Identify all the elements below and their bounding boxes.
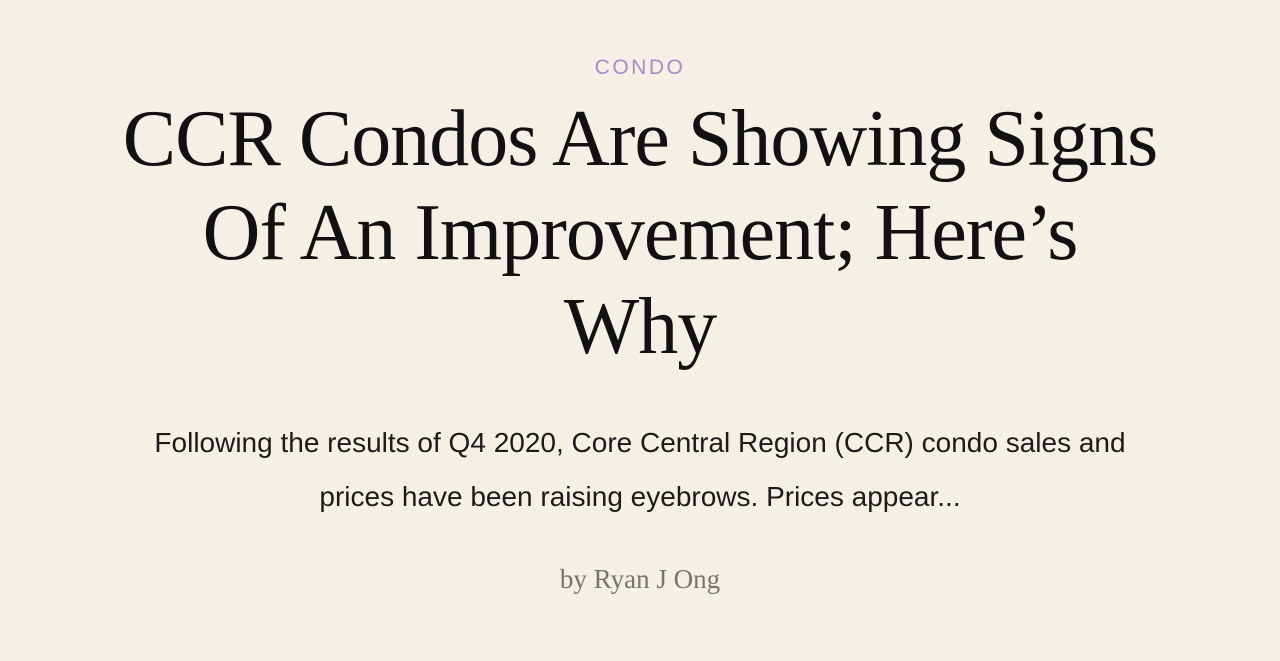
byline-prefix: by — [559, 564, 587, 594]
article-excerpt: Following the results of Q4 2020, Core C… — [154, 427, 1126, 512]
category-link[interactable]: CONDO — [594, 56, 686, 79]
byline: by Ryan J Ong — [0, 562, 1280, 596]
author-link[interactable]: Ryan J Ong — [593, 564, 721, 594]
article-title[interactable]: CCR Condos Are Showing Signs Of An Impro… — [122, 95, 1158, 371]
